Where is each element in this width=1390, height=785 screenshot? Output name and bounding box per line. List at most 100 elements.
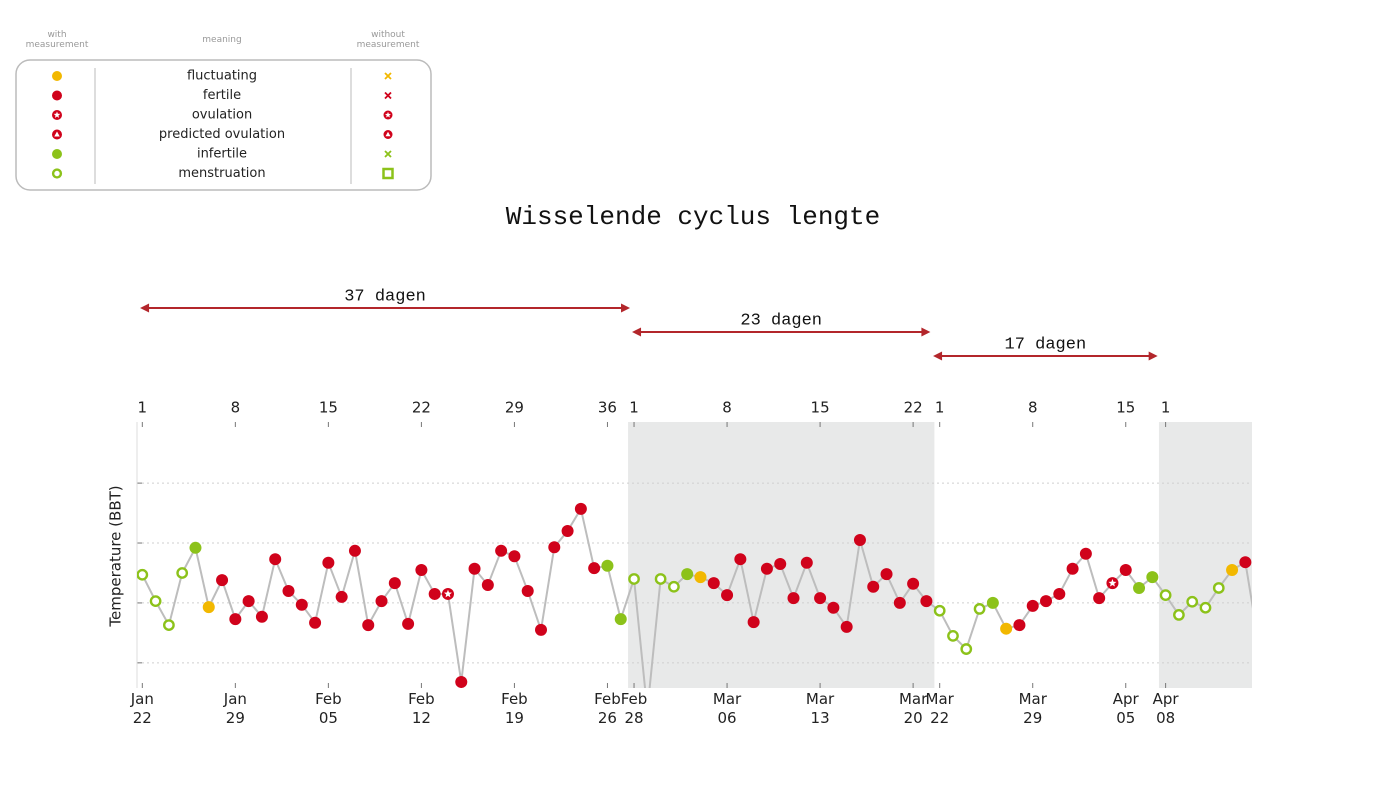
marker-ring bbox=[960, 643, 973, 655]
marker-dot bbox=[428, 587, 441, 600]
top-tick-label: 22 bbox=[904, 399, 923, 417]
legend-symbol bbox=[51, 168, 63, 179]
top-tick-label: 15 bbox=[319, 399, 338, 417]
data-point bbox=[495, 544, 508, 557]
x-tick-label: Apr 08 bbox=[1152, 690, 1179, 727]
top-tick-label: 36 bbox=[598, 399, 617, 417]
data-point bbox=[428, 587, 441, 600]
marker-dot bbox=[1000, 622, 1013, 635]
legend-label: menstruation bbox=[178, 166, 265, 181]
marker-inner bbox=[1108, 578, 1117, 587]
data-point bbox=[269, 553, 282, 566]
marker-dot bbox=[309, 616, 322, 629]
marker-dot bbox=[561, 525, 574, 538]
legend-symbol bbox=[383, 110, 393, 120]
marker-dot bbox=[1133, 581, 1146, 594]
marker-ring bbox=[668, 580, 680, 593]
marker-dot bbox=[694, 571, 707, 584]
data-point bbox=[1146, 571, 1159, 584]
data-point bbox=[800, 556, 813, 569]
data-point bbox=[774, 557, 787, 570]
marker-dot bbox=[52, 149, 62, 159]
data-point bbox=[229, 613, 242, 626]
marker-dot bbox=[1026, 599, 1039, 612]
marker-dot bbox=[1146, 571, 1159, 584]
x-tick-label: Mar 20 bbox=[898, 690, 928, 727]
top-tick-label: 1 bbox=[935, 399, 945, 417]
legend-label: fertile bbox=[203, 88, 241, 103]
data-point bbox=[1026, 599, 1039, 612]
marker-dot bbox=[1226, 563, 1239, 576]
y-axis-label: Temperature (BBT) bbox=[107, 485, 125, 627]
marker-inner bbox=[443, 589, 452, 598]
plot-area bbox=[137, 502, 1252, 688]
marker-inner bbox=[385, 131, 391, 137]
data-point bbox=[1199, 601, 1212, 614]
marker-dot bbox=[455, 676, 468, 688]
legend-symbol bbox=[384, 72, 392, 80]
marker-dot bbox=[282, 584, 295, 597]
data-point bbox=[601, 559, 614, 572]
marker-dot bbox=[508, 550, 521, 563]
data-point bbox=[508, 550, 521, 563]
data-point bbox=[1066, 562, 1079, 575]
top-tick-label: 15 bbox=[811, 399, 830, 417]
marker-dot bbox=[1040, 595, 1053, 608]
marker-dot bbox=[322, 556, 335, 569]
marker-ring bbox=[1212, 582, 1225, 594]
marker-dot bbox=[1119, 563, 1132, 576]
legend-label: infertile bbox=[197, 147, 247, 162]
legend-header: meaning bbox=[202, 35, 242, 45]
arrow-head bbox=[632, 327, 642, 337]
x-tick-label: Mar 06 bbox=[712, 690, 742, 727]
data-point bbox=[614, 613, 627, 626]
data-point bbox=[415, 563, 428, 576]
data-point bbox=[1093, 592, 1106, 605]
legend-symbol bbox=[384, 91, 392, 100]
marker-dot bbox=[189, 541, 202, 554]
data-point bbox=[827, 601, 840, 614]
data-point bbox=[933, 604, 946, 617]
data-point bbox=[760, 562, 773, 575]
marker-dot bbox=[787, 592, 800, 605]
legend-header: without measurement bbox=[356, 30, 420, 50]
data-point bbox=[1133, 581, 1146, 594]
marker-ring bbox=[1199, 601, 1212, 614]
x-tick-label: Jan 29 bbox=[223, 690, 247, 727]
data-point bbox=[920, 595, 933, 608]
marker-dot bbox=[269, 553, 282, 566]
top-tick-label: 1 bbox=[1161, 399, 1171, 417]
x-tick-label: Mar 29 bbox=[1018, 690, 1047, 727]
x-tick-label: Feb 12 bbox=[408, 690, 435, 727]
data-point bbox=[149, 595, 162, 608]
data-point bbox=[707, 577, 720, 590]
marker-dot bbox=[1079, 547, 1092, 560]
data-point bbox=[734, 553, 747, 566]
marker-ring bbox=[163, 619, 175, 631]
top-tick-label: 1 bbox=[629, 399, 639, 417]
marker-dot bbox=[1066, 562, 1079, 575]
data-point bbox=[335, 590, 348, 603]
marker-x bbox=[384, 72, 392, 80]
marker-dot bbox=[800, 556, 813, 569]
marker-ring bbox=[1186, 595, 1199, 608]
data-point bbox=[628, 573, 640, 585]
legend-label: predicted ovulation bbox=[159, 127, 285, 142]
data-point bbox=[1040, 595, 1053, 608]
arrow-head bbox=[621, 303, 631, 313]
data-point bbox=[907, 577, 920, 590]
legend-label: fluctuating bbox=[187, 69, 257, 84]
cycle-label: 17 dagen bbox=[1005, 335, 1087, 354]
marker-dot bbox=[880, 568, 893, 581]
top-tick-label: 8 bbox=[1028, 399, 1038, 417]
top-tick-label: 8 bbox=[722, 399, 732, 417]
marker-dot bbox=[747, 616, 760, 629]
marker-dot bbox=[481, 578, 494, 591]
marker-dot bbox=[721, 589, 734, 602]
legend-symbol bbox=[52, 110, 62, 120]
marker-ring bbox=[137, 568, 149, 581]
marker-dot bbox=[760, 562, 773, 575]
data-point bbox=[787, 592, 800, 605]
marker-dot bbox=[867, 580, 880, 593]
